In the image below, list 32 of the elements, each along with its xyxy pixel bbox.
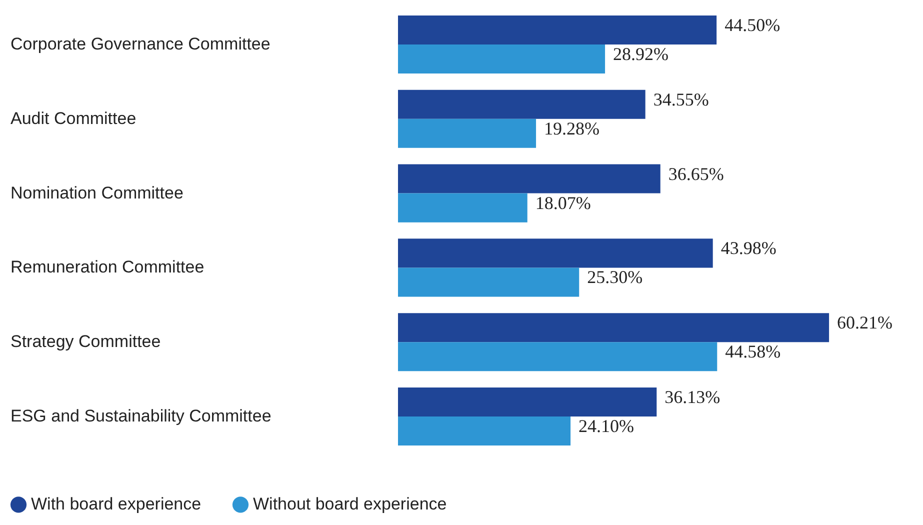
data-label: 34.55% xyxy=(653,89,709,110)
bar xyxy=(398,193,528,222)
data-label: 19.28% xyxy=(544,118,600,138)
legend-label: With board experience xyxy=(31,494,202,514)
legend-label: Without board experience xyxy=(253,494,447,514)
bar xyxy=(398,388,657,417)
y-tick-label: Audit Committee xyxy=(10,108,136,128)
bar xyxy=(398,342,718,372)
data-label: 44.58% xyxy=(725,342,781,362)
data-label: 28.92% xyxy=(613,44,669,64)
data-label: 43.98% xyxy=(720,238,776,258)
bar xyxy=(398,416,571,446)
bar xyxy=(398,44,606,74)
bar xyxy=(398,238,713,268)
y-tick-label: ESG and Sustainability Committee xyxy=(10,406,272,426)
y-tick-label: Corporate Governance Committee xyxy=(10,34,270,54)
bar xyxy=(398,15,717,44)
data-label: 44.50% xyxy=(724,14,780,35)
y-tick-label: Remuneration Committee xyxy=(10,258,204,277)
data-label: 60.21% xyxy=(837,312,893,333)
bar xyxy=(398,90,646,119)
y-tick-label: Strategy Committee xyxy=(10,332,161,352)
bar xyxy=(398,268,580,297)
bar xyxy=(398,313,830,342)
data-label: 36.65% xyxy=(668,164,724,184)
data-label: 24.10% xyxy=(578,416,634,436)
y-tick-label: Nomination Committee xyxy=(10,183,184,202)
bar xyxy=(398,118,536,148)
data-label: 36.13% xyxy=(664,387,720,408)
bar xyxy=(398,164,660,194)
data-label: 25.30% xyxy=(587,267,643,288)
data-label: 18.07% xyxy=(535,192,591,213)
